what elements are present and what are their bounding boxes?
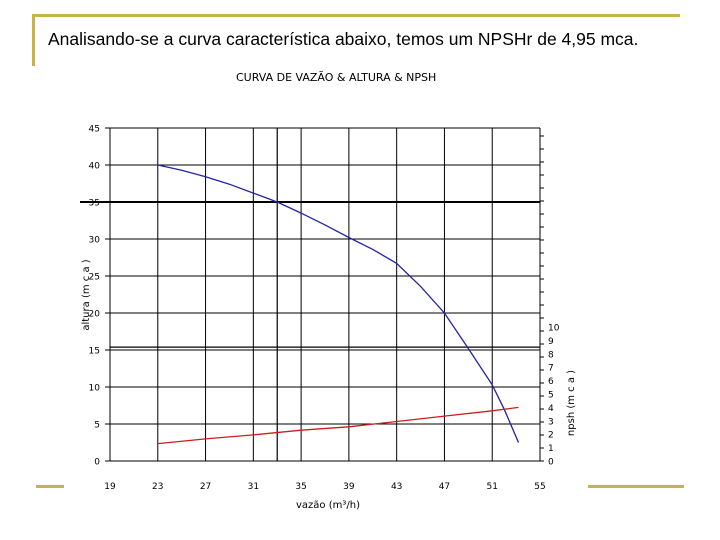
- y2-tick-label: 5: [548, 391, 554, 401]
- decor-line-bottom-left: [36, 485, 64, 488]
- decor-line-bottom-right: [588, 485, 684, 488]
- y2-tick-label: 7: [548, 364, 554, 374]
- x-tick-labels: 19 23 27 31 35 39 43 47 51 55: [104, 482, 545, 492]
- y2-tick-labels: 0 1 2 3 4 5 6 7 8 9 10: [548, 324, 560, 468]
- head-curve: [157, 164, 520, 443]
- grid: [105, 127, 541, 462]
- y-tick-label: 15: [89, 347, 100, 357]
- y2-minor-ticks: [540, 135, 544, 462]
- y-tick-label: 35: [89, 199, 100, 209]
- y-axis-label: altura (m c a ): [81, 259, 92, 330]
- x-tick-label: 19: [104, 482, 116, 492]
- y-tick-label: 30: [89, 236, 101, 246]
- x-tick-label: 43: [391, 482, 402, 492]
- y2-tick-label: 3: [548, 417, 554, 427]
- y2-tick-label: 4: [548, 404, 554, 414]
- y2-tick-label: 2: [548, 431, 554, 441]
- reference-lines: [80, 128, 540, 461]
- x-tick-label: 23: [152, 482, 163, 492]
- y2-tick-label: 1: [548, 444, 554, 454]
- y-tick-label: 20: [89, 310, 101, 320]
- decor-line-top-left: [32, 14, 680, 17]
- x-tick-label: 27: [200, 482, 211, 492]
- y2-tick-label: 10: [548, 324, 560, 334]
- y2-tick-label: 6: [548, 377, 554, 387]
- chart-title: CURVA DE VAZÃO & ALTURA & NPSH: [236, 71, 436, 84]
- x-axis-label: vazão (m³/h): [296, 500, 360, 511]
- x-tick-label: 31: [248, 482, 259, 492]
- y-tick-label: 25: [89, 273, 100, 283]
- y2-tick-label: 0: [548, 458, 554, 468]
- y-tick-label: 5: [94, 421, 100, 431]
- y-tick-label: 0: [94, 458, 100, 468]
- slide-heading: Analisando-se a curva característica aba…: [48, 29, 639, 49]
- decor-line-left-vertical: [32, 14, 35, 66]
- y2-tick-label: 8: [548, 350, 554, 360]
- y-tick-label: 40: [89, 162, 101, 172]
- y-tick-label: 45: [89, 125, 100, 135]
- series-group: [157, 164, 520, 445]
- y-tick-labels: 0 5 10 15 20 25 30 35 40 45: [89, 125, 101, 468]
- y2-tick-label: 9: [548, 337, 554, 347]
- x-tick-label: 47: [439, 482, 450, 492]
- x-tick-label: 51: [486, 482, 497, 492]
- x-tick-label: 55: [534, 482, 545, 492]
- y2-axis-label: npsh (m c a ): [566, 370, 577, 436]
- npsh-curve: [157, 406, 519, 445]
- x-tick-label: 35: [295, 482, 306, 492]
- y-tick-label: 10: [89, 384, 101, 394]
- x-tick-label: 39: [343, 482, 355, 492]
